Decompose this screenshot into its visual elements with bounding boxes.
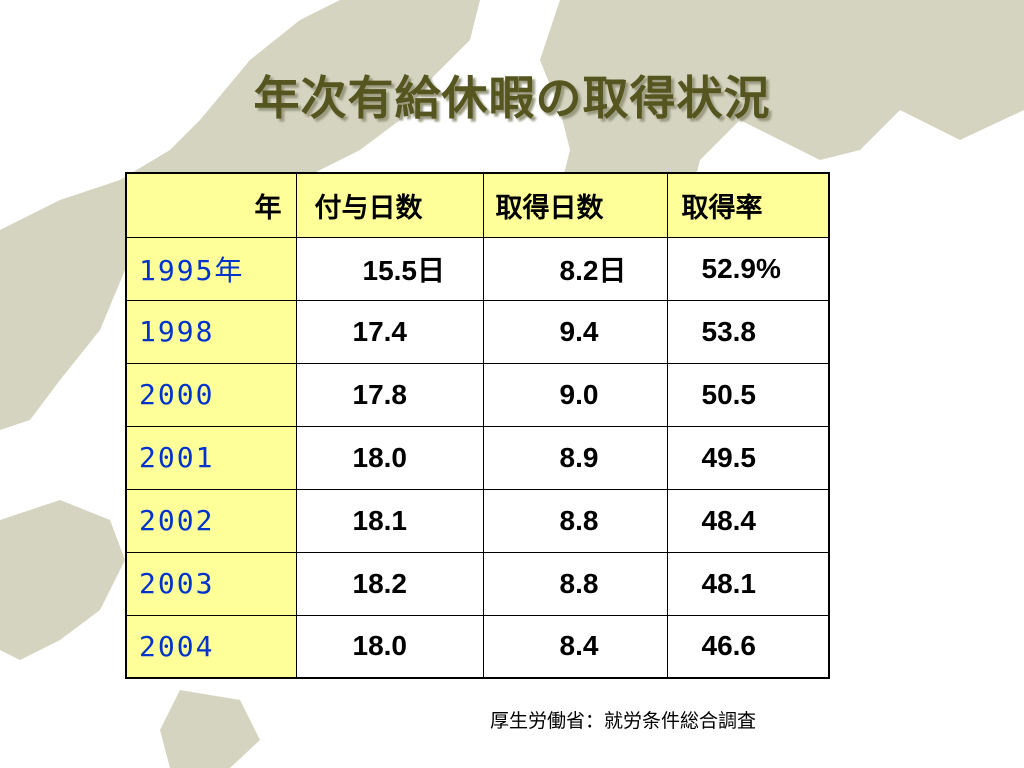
year-cell: 2002: [125, 488, 297, 553]
value-cell: 15.5日: [295, 236, 484, 301]
year-cell: 2003: [125, 551, 297, 616]
year-cell: 1995年: [125, 236, 297, 301]
value-cell: 8.9: [482, 425, 668, 490]
value-cell: 50.5: [666, 362, 830, 427]
data-row: 2001 18.0 8.9 49.5: [125, 425, 830, 490]
land: [260, 0, 1024, 620]
value-cell: 18.1: [295, 488, 484, 553]
data-row: 1995年 15.5日 8.2日 52.9%: [125, 236, 830, 301]
data-row: 2004 18.0 8.4 46.6: [125, 614, 830, 679]
value-cell: 48.4: [666, 488, 830, 553]
slide-title: 年次有給休暇の取得状況: [253, 71, 771, 125]
value-cell: 8.8: [482, 551, 668, 616]
value-cell: 52.9%: [666, 236, 830, 301]
header-cell: 付与日数: [295, 172, 484, 238]
value-cell: 46.6: [666, 614, 830, 679]
value-cell: 17.8: [295, 362, 484, 427]
data-row: 2002 18.1 8.8 48.4: [125, 488, 830, 553]
value-cell: 18.0: [295, 614, 484, 679]
value-cell: 18.2: [295, 551, 484, 616]
year-cell: 2000: [125, 362, 297, 427]
year-cell: 2001: [125, 425, 297, 490]
data-row: 1998 17.4 9.4 53.8: [125, 299, 830, 364]
land: [160, 690, 260, 768]
value-cell: 8.8: [482, 488, 668, 553]
header-row: 年付与日数 取得日数 取得率: [125, 172, 830, 238]
land: [0, 0, 480, 430]
value-cell: 8.2日: [482, 236, 668, 301]
header-cell: 年: [125, 172, 297, 238]
header-cell: 取得率: [666, 172, 830, 238]
value-cell: 17.4: [295, 299, 484, 364]
value-cell: 9.0: [482, 362, 668, 427]
value-cell: 9.4: [482, 299, 668, 364]
value-cell: 8.4: [482, 614, 668, 679]
data-table: 年付与日数 取得日数 取得率 1995年 15.5日 8.2日 52.9% 1998 17.4 9…: [125, 172, 830, 679]
header-cell: 取得日数: [482, 172, 668, 238]
land: [0, 500, 125, 660]
value-cell: 48.1: [666, 551, 830, 616]
year-cell: 1998: [125, 299, 297, 364]
source-note: 厚生労働省：就労条件総合調査: [490, 710, 757, 732]
value-cell: 18.0: [295, 425, 484, 490]
value-cell: 49.5: [666, 425, 830, 490]
data-row: 2003 18.2 8.8 48.1: [125, 551, 830, 616]
year-cell: 2004: [125, 614, 297, 679]
data-row: 2000 17.8 9.0 50.5: [125, 362, 830, 427]
value-cell: 53.8: [666, 299, 830, 364]
